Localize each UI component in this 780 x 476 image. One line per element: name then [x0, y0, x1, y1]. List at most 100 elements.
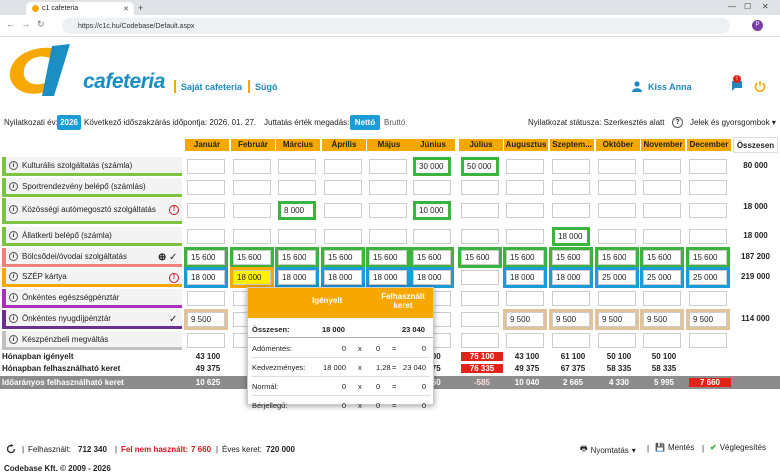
- amount-input[interactable]: 15 600: [321, 247, 365, 268]
- amount-input[interactable]: [506, 159, 544, 174]
- amount-input[interactable]: 30 000: [413, 157, 451, 176]
- refresh-icon[interactable]: [6, 444, 16, 454]
- amount-input[interactable]: [413, 180, 451, 195]
- amount-input[interactable]: [552, 159, 590, 174]
- amount-input[interactable]: [413, 229, 451, 244]
- amount-input[interactable]: [324, 159, 362, 174]
- amount-input[interactable]: [461, 312, 499, 327]
- minimize-icon[interactable]: —: [728, 2, 736, 11]
- amount-input[interactable]: 25 000: [640, 267, 684, 288]
- amount-input[interactable]: 18 000: [366, 267, 410, 288]
- own-cafeteria-link[interactable]: Saját cafeteria: [181, 82, 243, 92]
- check-circle-icon[interactable]: ✓: [169, 314, 178, 325]
- amount-input[interactable]: [187, 203, 225, 218]
- new-tab-icon[interactable]: +: [138, 3, 144, 13]
- maximize-icon[interactable]: ☐: [744, 2, 752, 11]
- amount-input[interactable]: [643, 159, 681, 174]
- year-selector[interactable]: 2026: [57, 115, 81, 130]
- amount-input[interactable]: 9 500: [184, 309, 228, 330]
- amount-input[interactable]: [598, 159, 636, 174]
- amount-input[interactable]: [598, 203, 636, 218]
- amount-input[interactable]: [278, 159, 316, 174]
- amount-input[interactable]: [324, 229, 362, 244]
- amount-input[interactable]: [643, 333, 681, 348]
- amount-input[interactable]: [369, 180, 407, 195]
- amount-input[interactable]: 9 500: [595, 309, 639, 330]
- forward-icon[interactable]: →: [21, 19, 30, 29]
- amount-input[interactable]: [689, 229, 727, 244]
- amount-input[interactable]: 18 000: [230, 267, 274, 288]
- browser-tab[interactable]: c1 cafeteria ✕: [26, 2, 134, 15]
- amount-input[interactable]: [461, 180, 499, 195]
- amount-input[interactable]: 15 600: [503, 247, 547, 268]
- amount-input[interactable]: [187, 229, 225, 244]
- close-window-icon[interactable]: ✕: [762, 2, 769, 11]
- amount-input[interactable]: 9 500: [549, 309, 593, 330]
- amount-input[interactable]: 9 500: [640, 309, 684, 330]
- amount-input[interactable]: 25 000: [686, 267, 730, 288]
- amount-input[interactable]: 50 000: [461, 157, 499, 176]
- close-tab-icon[interactable]: ✕: [123, 5, 129, 13]
- amount-input[interactable]: 18 000: [321, 267, 365, 288]
- help-icon[interactable]: ?: [672, 117, 683, 128]
- amount-input[interactable]: [187, 159, 225, 174]
- amount-input[interactable]: 18 000: [275, 267, 319, 288]
- amount-input[interactable]: [233, 203, 271, 218]
- amount-input[interactable]: [506, 180, 544, 195]
- amount-input[interactable]: 15 600: [230, 247, 274, 268]
- url-field[interactable]: https://c1c.hu/Codebase/Default.aspx: [62, 18, 730, 34]
- amount-input[interactable]: 18 000: [552, 227, 590, 246]
- amount-input[interactable]: [643, 180, 681, 195]
- amount-input[interactable]: [689, 159, 727, 174]
- amount-input[interactable]: [233, 180, 271, 195]
- amount-input[interactable]: [461, 333, 499, 348]
- amount-input[interactable]: [369, 159, 407, 174]
- amount-input[interactable]: [506, 203, 544, 218]
- amount-input[interactable]: 15 600: [686, 247, 730, 268]
- amount-input[interactable]: [369, 229, 407, 244]
- amount-input[interactable]: [187, 291, 225, 306]
- warning-icon[interactable]: !: [169, 205, 179, 215]
- amount-input[interactable]: [506, 229, 544, 244]
- amount-input[interactable]: 25 000: [595, 267, 639, 288]
- amount-input[interactable]: [461, 229, 499, 244]
- amount-input[interactable]: [552, 291, 590, 306]
- reload-icon[interactable]: ↻: [37, 19, 45, 29]
- info-icon[interactable]: i: [9, 181, 18, 191]
- info-icon[interactable]: i: [9, 251, 18, 261]
- amount-input[interactable]: 10 000: [413, 201, 451, 220]
- amount-input[interactable]: [598, 333, 636, 348]
- amount-input[interactable]: 15 600: [549, 247, 593, 268]
- info-icon[interactable]: i: [9, 292, 18, 302]
- amount-input[interactable]: [643, 229, 681, 244]
- amount-input[interactable]: [369, 203, 407, 218]
- amount-input[interactable]: [233, 159, 271, 174]
- amount-input[interactable]: [233, 229, 271, 244]
- amount-input[interactable]: [187, 180, 225, 195]
- amount-input[interactable]: 15 600: [184, 247, 228, 268]
- warning-icon[interactable]: !: [169, 273, 179, 283]
- amount-input[interactable]: 18 000: [549, 267, 593, 288]
- amount-input[interactable]: [598, 180, 636, 195]
- messages-icon[interactable]: [731, 80, 743, 92]
- amount-input[interactable]: [461, 203, 499, 218]
- amount-input[interactable]: 15 600: [410, 247, 454, 268]
- info-icon[interactable]: i: [9, 334, 18, 344]
- amount-input[interactable]: 15 600: [366, 247, 410, 268]
- amount-input[interactable]: 15 600: [275, 247, 319, 268]
- amount-input[interactable]: [461, 291, 499, 306]
- amount-input[interactable]: [278, 180, 316, 195]
- amount-input[interactable]: [598, 229, 636, 244]
- logout-power-icon[interactable]: [754, 80, 766, 92]
- brutto-toggle[interactable]: Bruttó: [384, 118, 406, 127]
- profile-avatar[interactable]: P: [752, 20, 763, 31]
- amount-input[interactable]: 18 000: [503, 267, 547, 288]
- amount-input[interactable]: [689, 291, 727, 306]
- info-icon[interactable]: i: [9, 205, 18, 214]
- amount-input[interactable]: [643, 291, 681, 306]
- print-button[interactable]: 🖶 Nyomtatás ▾: [580, 443, 636, 457]
- amount-input[interactable]: [506, 291, 544, 306]
- amount-input[interactable]: [278, 229, 316, 244]
- finalize-button[interactable]: ✔ Véglegesítés: [710, 443, 766, 452]
- info-icon[interactable]: i: [9, 271, 18, 281]
